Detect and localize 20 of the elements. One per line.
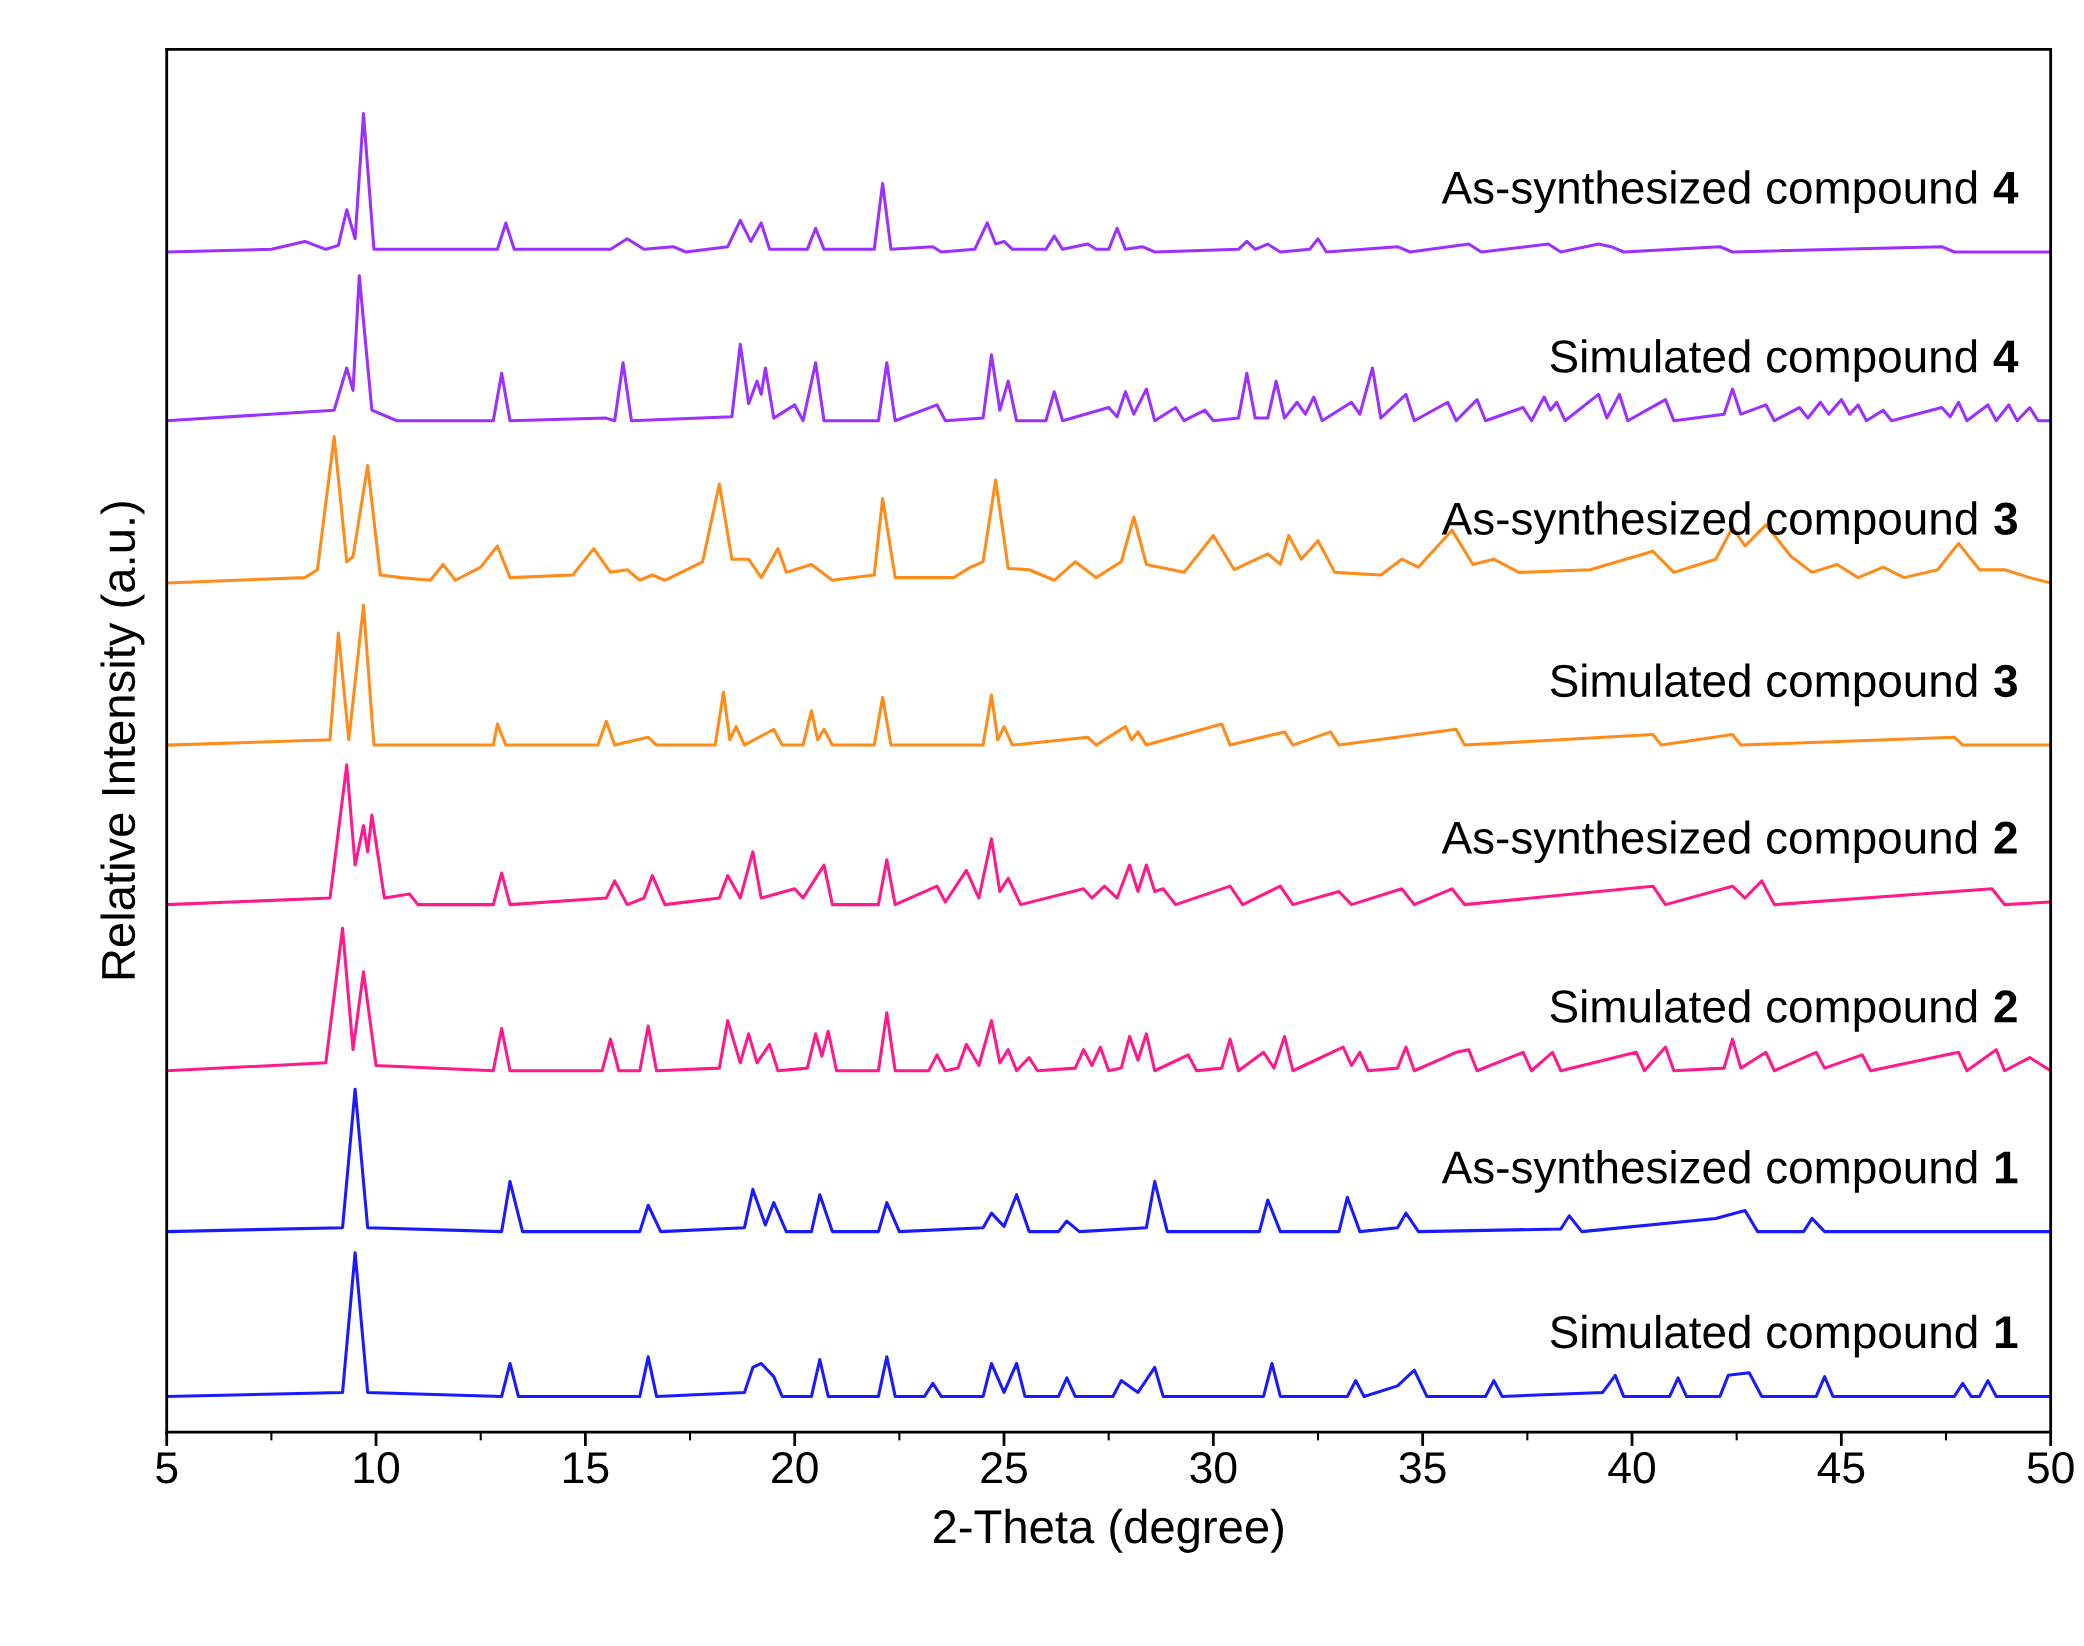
series-label: As-synthesized compound 2 — [1441, 820, 2017, 864]
series-label: Simulated compound 1 — [1550, 1314, 2018, 1358]
x-tick-label: 35 — [1399, 1451, 1446, 1484]
x-tick-label: 5 — [156, 1452, 178, 1484]
series-label: As-synthesized compound 1 — [1441, 1150, 2018, 1193]
x-tick-label: 10 — [354, 1451, 400, 1484]
x-tick-label: 40 — [1608, 1451, 1655, 1484]
y-axis-title: Relative Intensity (a.u.) — [100, 502, 145, 979]
x-tick-label: 45 — [1817, 1452, 1865, 1484]
series-label: Simulated compound 3 — [1550, 663, 2017, 707]
series-label: Simulated compound 2 — [1550, 989, 2017, 1032]
x-tick-label: 15 — [564, 1452, 609, 1484]
x-tick-label: 20 — [772, 1451, 818, 1484]
x-tick-label: 30 — [1190, 1451, 1237, 1484]
x-axis-title: 2-Theta (degree) — [933, 1508, 1283, 1553]
series-label: Simulated compound 4 — [1550, 339, 2019, 382]
x-tick-label: 25 — [981, 1451, 1027, 1484]
x-tick-label: 50 — [2027, 1451, 2074, 1484]
series-label: As-synthesized compound 3 — [1441, 501, 2017, 545]
series-label: As-synthesized compound 4 — [1441, 170, 2019, 214]
